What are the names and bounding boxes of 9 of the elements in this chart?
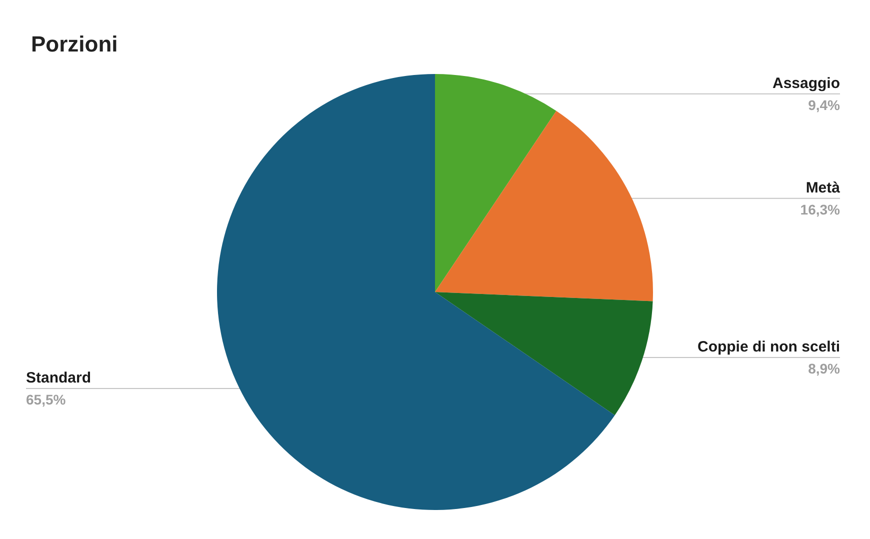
data-label: 9,4% xyxy=(808,96,841,113)
slice-label: Metà xyxy=(806,179,841,196)
data-label: 16,3% xyxy=(800,201,841,218)
slice-label: Standard xyxy=(26,370,92,387)
data-label: 8,9% xyxy=(808,360,841,376)
slice-label: Coppie di non scelti xyxy=(697,338,840,356)
data-label: 65,5% xyxy=(26,392,66,408)
slice-label: Assaggio xyxy=(772,74,840,92)
chart-title: Porzioni xyxy=(31,32,118,56)
